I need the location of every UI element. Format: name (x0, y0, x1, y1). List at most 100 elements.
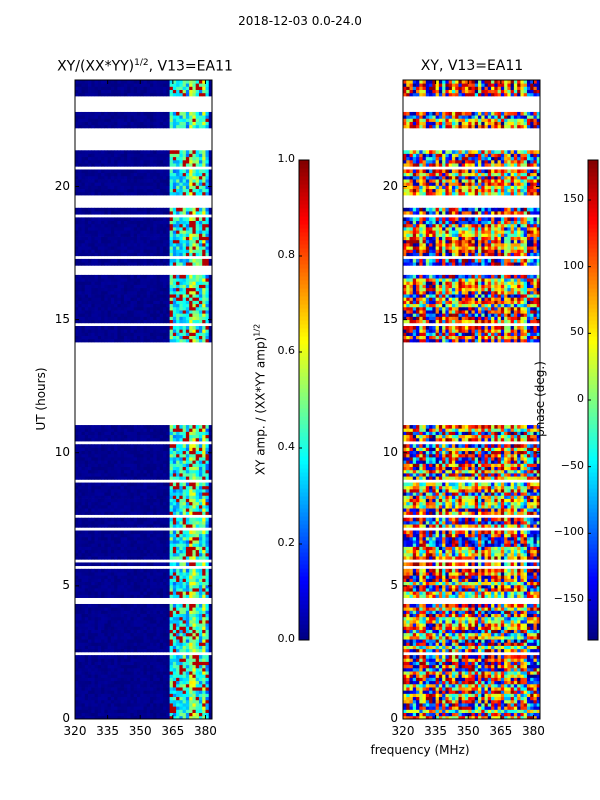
heatmap-cell (182, 303, 187, 308)
heatmap-cell (104, 492, 109, 496)
heatmap-cell (189, 524, 193, 528)
heatmap-cell (136, 498, 141, 503)
heatmap-cell (88, 581, 92, 586)
heatmap-cell (130, 252, 135, 257)
heatmap-cell (172, 239, 177, 244)
heatmap-cell (146, 262, 151, 266)
heatmap-cell (140, 648, 144, 653)
heatmap-cell (130, 447, 135, 452)
heatmap-cell (143, 635, 148, 640)
heatmap-cell (192, 476, 197, 480)
heatmap-cell (110, 338, 115, 343)
heatmap-cell (94, 236, 99, 241)
heatmap-cell (169, 715, 174, 720)
heatmap-cell (97, 233, 102, 237)
heatmap-cell (163, 715, 167, 720)
heatmap-cell (169, 485, 174, 490)
heatmap-cell (123, 540, 128, 544)
heatmap-cell (153, 709, 157, 713)
heatmap-cell (143, 482, 148, 487)
heatmap-cell (185, 556, 190, 560)
heatmap-cell (205, 635, 210, 640)
heatmap-cell (208, 326, 213, 330)
heatmap-cell (208, 661, 213, 666)
heatmap-cell (97, 278, 102, 282)
heatmap-cell (97, 709, 102, 713)
heatmap-cell (78, 220, 82, 225)
heatmap-cell (159, 619, 164, 624)
heatmap-cell (159, 594, 164, 598)
heatmap-cell (202, 457, 206, 461)
heatmap-cell (150, 549, 154, 554)
heatmap-cell (84, 712, 89, 717)
heatmap-cell (110, 242, 115, 247)
heatmap-cell (110, 683, 115, 688)
heatmap-cell (88, 278, 92, 282)
heatmap-cell (97, 252, 102, 257)
heatmap-cell (123, 249, 128, 253)
heatmap-cell (156, 252, 161, 257)
heatmap-cell (84, 217, 89, 221)
heatmap-cell (153, 249, 157, 253)
heatmap-cell (101, 326, 105, 330)
heatmap-cell (107, 536, 112, 541)
heatmap-cell (81, 460, 86, 464)
heatmap-cell (117, 508, 122, 512)
heatmap-cell (97, 303, 102, 308)
heatmap-cell (140, 715, 144, 720)
heatmap-cell (192, 239, 197, 244)
heatmap-cell (208, 434, 213, 439)
heatmap-cell (176, 603, 180, 608)
heatmap-cell (179, 453, 184, 458)
heatmap-cell (176, 495, 180, 499)
heatmap-cell (192, 610, 197, 614)
heatmap-cell (123, 338, 128, 343)
heatmap-cell (127, 655, 131, 659)
heatmap-cell (114, 530, 118, 535)
heatmap-cell (110, 223, 115, 228)
heatmap-cell (117, 463, 122, 467)
heatmap-cell (169, 453, 174, 458)
heatmap-cell (120, 207, 125, 212)
heatmap-cell (205, 533, 210, 538)
heatmap-cell (150, 335, 154, 340)
heatmap-cell (127, 294, 131, 298)
heatmap-cell (192, 562, 197, 567)
heatmap-cell (143, 709, 148, 713)
heatmap-cell (107, 242, 112, 247)
heatmap-cell (81, 233, 86, 237)
heatmap-cell (192, 632, 197, 637)
heatmap-cell (205, 262, 210, 266)
heatmap-cell (189, 575, 193, 579)
heatmap-cell (166, 303, 170, 308)
heatmap-cell (163, 556, 167, 560)
heatmap-cell (166, 498, 170, 503)
heatmap-cell (75, 674, 79, 678)
heatmap-cell (127, 667, 131, 672)
heatmap-cell (120, 626, 125, 630)
heatmap-cell (84, 520, 89, 525)
heatmap-cell (130, 504, 135, 509)
heatmap-cell (81, 316, 86, 321)
heatmap-cell (150, 543, 154, 547)
heatmap-cell (117, 639, 122, 643)
heatmap-cell (179, 588, 184, 592)
heatmap-cell (123, 610, 128, 614)
heatmap-cell (195, 626, 200, 630)
heatmap-cell (198, 552, 203, 557)
heatmap-cell (172, 693, 177, 698)
heatmap-cell (107, 575, 112, 579)
heatmap-cell (84, 536, 89, 541)
heatmap-cell (172, 425, 177, 429)
heatmap-cell (84, 581, 89, 586)
heatmap-cell (117, 511, 122, 515)
heatmap-cell (123, 434, 128, 439)
heatmap-cell (189, 572, 193, 576)
heatmap-cell (78, 578, 82, 583)
heatmap-cell (120, 226, 125, 231)
heatmap-cell (75, 530, 79, 535)
heatmap-cell (185, 552, 190, 557)
heatmap-cell (110, 540, 115, 544)
heatmap-cell (120, 501, 125, 506)
heatmap-cell (163, 677, 167, 682)
